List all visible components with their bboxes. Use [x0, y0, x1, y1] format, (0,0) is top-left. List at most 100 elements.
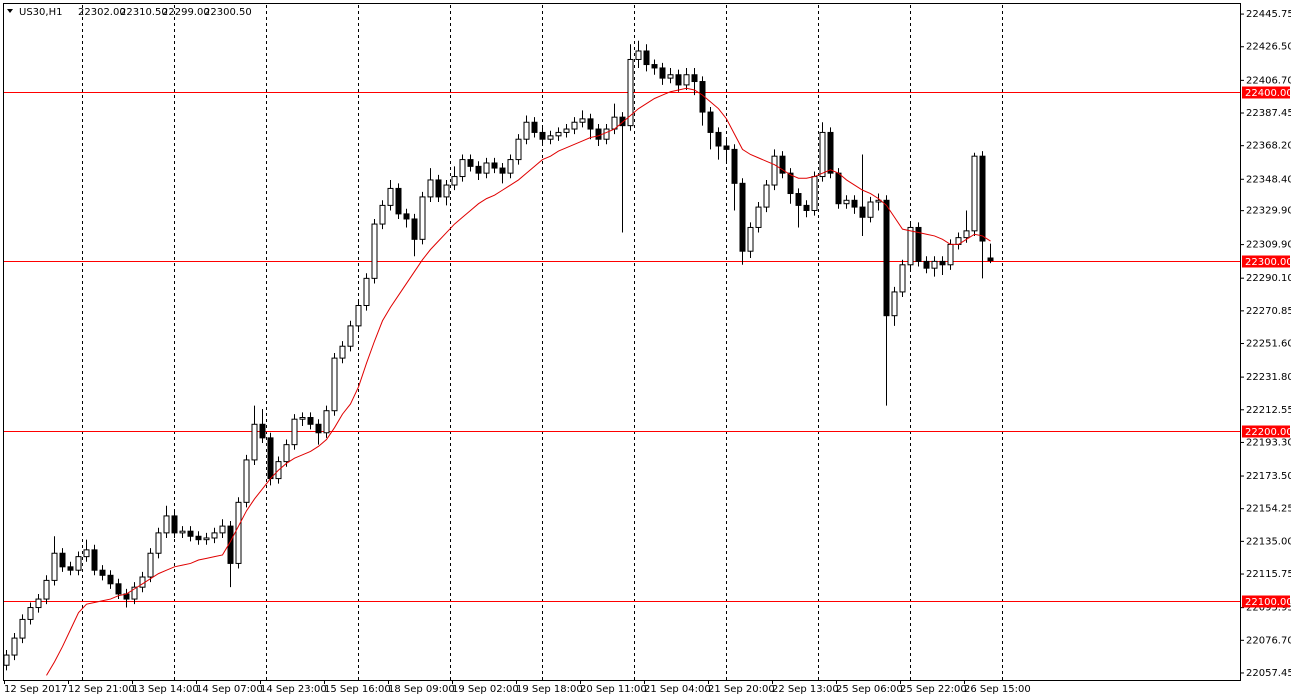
candle-down: [267, 437, 274, 480]
candle-up: [147, 552, 154, 578]
level-label-box: [1242, 595, 1290, 608]
candle-up: [555, 131, 562, 137]
candle-up: [211, 532, 218, 539]
candle-up: [243, 459, 250, 503]
candle-up: [947, 243, 954, 266]
candle-up: [179, 530, 186, 534]
candle-up: [635, 50, 642, 60]
level-label-box: [1242, 255, 1290, 268]
candle-up: [443, 184, 450, 198]
y-tick-label: 22368.20: [1246, 141, 1291, 152]
candle-up: [3, 654, 10, 666]
candle-up: [811, 176, 818, 211]
candle-up: [379, 204, 386, 225]
y-tick-label: 22135.00: [1246, 536, 1291, 547]
x-tick-label: 14 Sep 07:00: [196, 684, 263, 695]
candle-up: [387, 187, 394, 206]
candle-down: [403, 213, 410, 220]
candle-up: [155, 532, 162, 554]
candle-up: [763, 184, 770, 208]
candle-down: [731, 148, 738, 184]
candle-down: [467, 159, 474, 167]
y-tick-label: 22173.50: [1246, 471, 1291, 482]
candle-down: [691, 74, 698, 83]
y-tick-label: 22154.25: [1246, 504, 1291, 515]
candle-down: [659, 67, 666, 79]
x-tick-label: 21 Sep 04:00: [644, 684, 711, 695]
candle-down: [115, 583, 122, 595]
candle-up: [483, 162, 490, 174]
y-tick-label: 22095.95: [1246, 603, 1291, 614]
candle-up: [891, 291, 898, 317]
y-tick-label: 22329.90: [1246, 206, 1291, 217]
candle-up: [43, 579, 50, 600]
candle-up: [627, 58, 634, 127]
candle-up: [27, 607, 34, 620]
candle-up: [963, 230, 970, 239]
candle-up: [547, 135, 554, 140]
candle-down: [939, 260, 946, 266]
candle-up: [355, 305, 362, 327]
level-label: 22300.00: [1245, 257, 1291, 268]
candle-up: [747, 226, 754, 252]
candle-up: [51, 552, 58, 581]
x-tick-label: 26 Sep 15:00: [964, 684, 1031, 695]
level-label-box: [1242, 86, 1290, 99]
menu-arrow[interactable]: [7, 9, 13, 13]
y-tick-label: 22193.30: [1246, 437, 1291, 448]
candle-up: [11, 637, 18, 656]
candle-down: [675, 74, 682, 86]
level-label: 22100.00: [1245, 597, 1291, 608]
candle-up: [83, 549, 90, 558]
candle-down: [315, 423, 322, 434]
y-tick-label: 22231.80: [1246, 372, 1291, 383]
candle-up: [899, 264, 906, 293]
x-tick-label: 25 Sep 06:00: [836, 684, 903, 695]
candle-down: [987, 257, 994, 262]
y-tick-label: 22290.10: [1246, 273, 1291, 284]
candle-up: [907, 226, 914, 266]
y-tick-label: 22309.90: [1246, 240, 1291, 251]
plot-frame: [3, 3, 1241, 681]
candle-up: [843, 199, 850, 205]
candle-down: [979, 155, 986, 242]
candle-down: [787, 172, 794, 195]
level-label: 22400.00: [1245, 88, 1291, 99]
candle-up: [931, 260, 938, 269]
candle-down: [59, 552, 66, 568]
x-tick-label: 15 Sep 16:00: [324, 684, 391, 695]
candle-up: [579, 118, 586, 123]
candle-up: [251, 423, 258, 461]
candle-down: [587, 118, 594, 130]
candle-down: [411, 218, 418, 240]
y-tick-label: 22115.75: [1246, 569, 1291, 580]
candle-down: [595, 128, 602, 140]
candle-down: [923, 260, 930, 269]
candle-up: [331, 357, 338, 412]
candle-down: [739, 182, 746, 252]
x-tick-label: 19 Sep 18:00: [516, 684, 583, 695]
candle-down: [491, 162, 498, 169]
candle-down: [171, 515, 178, 534]
candle-down: [91, 549, 98, 571]
header: US30,H1 22302.00 22310.50 22299.00 22300…: [19, 7, 252, 18]
candle-up: [515, 138, 522, 161]
candle-up: [667, 74, 674, 79]
y-tick-label: 22251.60: [1246, 339, 1291, 350]
candle-down: [187, 530, 194, 537]
candle-up: [971, 155, 978, 232]
candle-down: [531, 121, 538, 133]
candle-up: [339, 345, 346, 359]
candle-down: [795, 193, 802, 206]
candle-up: [235, 501, 242, 564]
candle-down: [307, 417, 314, 425]
candle-up: [603, 128, 610, 140]
quote-high: 22310.50: [120, 7, 168, 18]
candle-down: [435, 179, 442, 198]
candle-up: [363, 277, 370, 307]
candle-down: [99, 569, 106, 576]
y-tick-label: 22445.75: [1246, 9, 1291, 20]
candle-up: [371, 223, 378, 279]
x-tick-label: 22 Sep 13:00: [772, 684, 839, 695]
candle-up: [323, 410, 330, 434]
